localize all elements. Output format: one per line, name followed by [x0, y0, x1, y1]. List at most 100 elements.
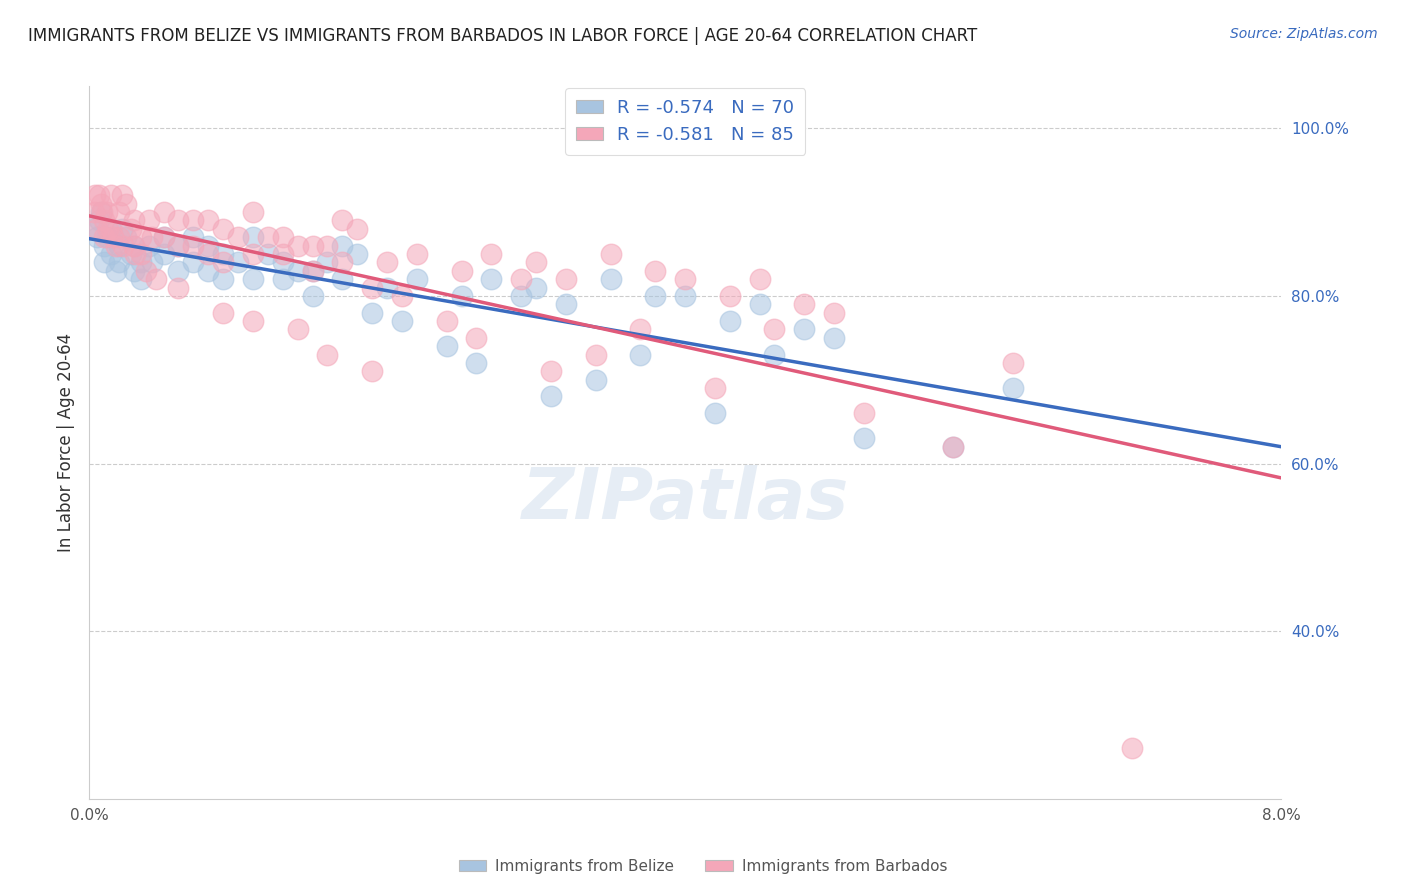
Point	[450, 264, 472, 278]
Point	[599, 247, 621, 261]
Point	[104, 264, 127, 278]
Point	[599, 272, 621, 286]
Point	[852, 406, 875, 420]
Point	[145, 272, 167, 286]
Point	[1001, 356, 1024, 370]
Point	[301, 264, 323, 278]
Point	[242, 314, 264, 328]
Point	[391, 289, 413, 303]
Point	[100, 222, 122, 236]
Point	[242, 230, 264, 244]
Point	[287, 264, 309, 278]
Point	[450, 289, 472, 303]
Point	[316, 347, 339, 361]
Point	[510, 289, 533, 303]
Point	[226, 230, 249, 244]
Point	[271, 255, 294, 269]
Point	[703, 406, 725, 420]
Point	[93, 213, 115, 227]
Point	[101, 230, 124, 244]
Point	[212, 255, 235, 269]
Point	[83, 222, 105, 236]
Point	[167, 238, 190, 252]
Point	[793, 322, 815, 336]
Legend: R = -0.574   N = 70, R = -0.581   N = 85: R = -0.574 N = 70, R = -0.581 N = 85	[565, 88, 806, 155]
Y-axis label: In Labor Force | Age 20-64: In Labor Force | Age 20-64	[58, 333, 75, 552]
Point	[332, 272, 354, 286]
Point	[271, 247, 294, 261]
Point	[197, 213, 219, 227]
Point	[465, 356, 488, 370]
Point	[141, 230, 163, 244]
Point	[183, 255, 205, 269]
Point	[942, 440, 965, 454]
Point	[644, 289, 666, 303]
Point	[197, 238, 219, 252]
Point	[823, 306, 845, 320]
Point	[108, 205, 131, 219]
Point	[585, 347, 607, 361]
Point	[375, 255, 398, 269]
Point	[86, 222, 108, 236]
Point	[405, 272, 427, 286]
Point	[242, 247, 264, 261]
Point	[129, 230, 152, 244]
Point	[346, 222, 368, 236]
Point	[167, 264, 190, 278]
Point	[138, 238, 160, 252]
Point	[375, 280, 398, 294]
Point	[436, 339, 458, 353]
Point	[271, 230, 294, 244]
Point	[718, 289, 741, 303]
Point	[83, 205, 105, 219]
Point	[108, 255, 131, 269]
Point	[301, 289, 323, 303]
Point	[748, 272, 770, 286]
Point	[540, 389, 562, 403]
Text: Source: ZipAtlas.com: Source: ZipAtlas.com	[1230, 27, 1378, 41]
Point	[93, 230, 115, 244]
Point	[524, 280, 547, 294]
Point	[316, 238, 339, 252]
Point	[104, 238, 127, 252]
Point	[540, 364, 562, 378]
Legend: Immigrants from Belize, Immigrants from Barbados: Immigrants from Belize, Immigrants from …	[453, 853, 953, 880]
Point	[183, 230, 205, 244]
Point	[122, 238, 145, 252]
Point	[703, 381, 725, 395]
Point	[287, 238, 309, 252]
Point	[100, 188, 122, 202]
Point	[346, 247, 368, 261]
Point	[122, 213, 145, 227]
Point	[96, 230, 118, 244]
Point	[167, 238, 190, 252]
Point	[97, 222, 120, 236]
Point	[138, 213, 160, 227]
Point	[93, 238, 115, 252]
Point	[112, 238, 135, 252]
Point	[510, 272, 533, 286]
Point	[718, 314, 741, 328]
Point	[242, 272, 264, 286]
Point	[332, 238, 354, 252]
Point	[1001, 381, 1024, 395]
Point	[212, 222, 235, 236]
Text: IMMIGRANTS FROM BELIZE VS IMMIGRANTS FROM BARBADOS IN LABOR FORCE | AGE 20-64 CO: IMMIGRANTS FROM BELIZE VS IMMIGRANTS FRO…	[28, 27, 977, 45]
Point	[242, 205, 264, 219]
Point	[100, 247, 122, 261]
Point	[628, 322, 651, 336]
Point	[152, 230, 174, 244]
Point	[524, 255, 547, 269]
Point	[89, 213, 111, 227]
Point	[852, 431, 875, 445]
Point	[332, 213, 354, 227]
Point	[436, 314, 458, 328]
Point	[90, 196, 112, 211]
Point	[628, 347, 651, 361]
Point	[152, 247, 174, 261]
Point	[257, 247, 280, 261]
Point	[84, 188, 107, 202]
Point	[644, 264, 666, 278]
Point	[332, 255, 354, 269]
Point	[129, 255, 152, 269]
